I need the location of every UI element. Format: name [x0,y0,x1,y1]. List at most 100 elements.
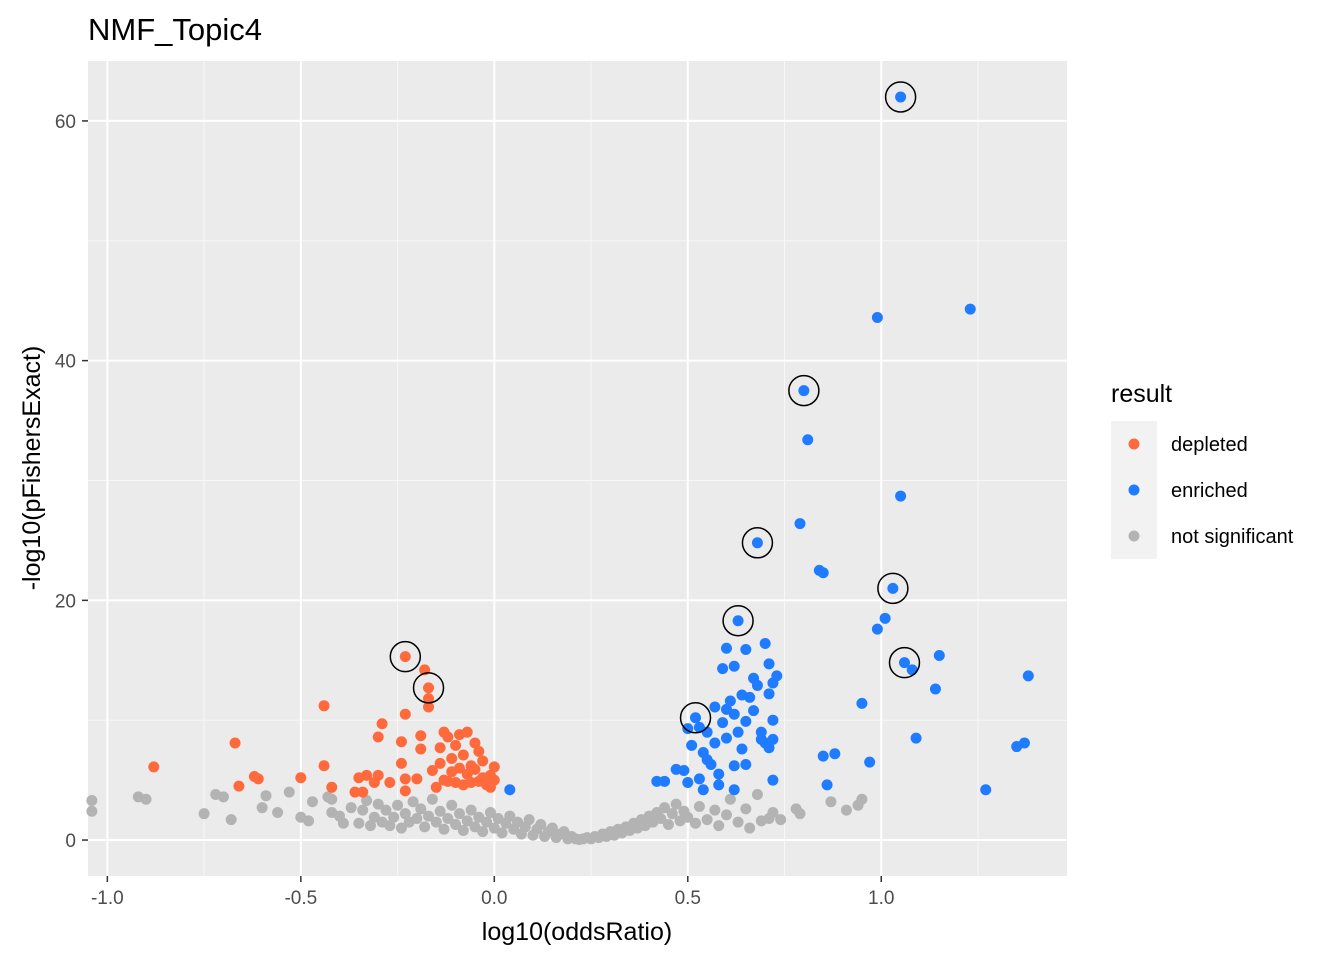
data-point [709,737,721,749]
data-points [86,91,1034,845]
data-point [856,793,868,805]
data-point [399,808,411,820]
data-point [353,817,365,829]
data-point [659,802,671,814]
data-point [775,814,787,826]
minor-gridlines [88,61,1067,876]
data-point [659,775,671,787]
data-point [798,385,810,397]
data-point [701,814,713,826]
highlight-circle [722,604,754,637]
data-point [856,697,868,709]
data-point [767,733,779,745]
data-point [748,705,760,717]
data-point [337,817,349,829]
data-point [1022,670,1034,682]
data-point [794,518,806,530]
data-point [713,820,725,832]
data-point [690,817,702,829]
data-point [140,793,152,805]
data-point [662,818,674,830]
data-point [709,804,721,816]
data-point [705,759,717,771]
data-point [217,791,229,803]
data-point [933,649,945,661]
data-point [732,726,744,738]
x-tick-label: -0.5 [284,888,317,909]
data-point [887,582,899,594]
data-point [395,757,407,769]
legend-item: depleted [1111,421,1248,467]
data-point [980,784,992,796]
data-point [434,742,446,754]
data-point [697,784,709,796]
data-point [395,736,407,748]
data-point [655,812,667,824]
data-point [423,693,435,705]
highlight-circle [877,572,909,605]
data-point [720,642,732,654]
y-tick-label: 0 [65,831,76,852]
data-point [690,712,702,724]
data-point [751,789,763,800]
data-point [744,822,756,834]
data-point [399,651,411,663]
data-point [349,786,361,798]
data-point [864,756,876,768]
data-point [461,815,473,827]
data-point [318,700,330,712]
data-point [484,806,496,818]
data-point [457,824,469,836]
data-point [446,799,458,811]
data-point [399,708,411,720]
data-point [724,695,736,707]
data-point [364,820,376,832]
data-point [751,679,763,691]
highlight-circles [389,81,921,734]
series-depleted [148,651,500,798]
data-point [728,760,740,772]
data-point [148,761,160,773]
data-point [469,763,481,775]
data-point [380,804,392,816]
data-point [740,759,752,771]
x-tick-label: 0.0 [481,888,507,909]
data-point [446,753,458,765]
data-point [450,818,462,830]
data-point [256,802,268,814]
data-point [736,743,748,755]
series-not-significant [86,786,868,845]
data-point [504,810,516,822]
data-point [372,769,384,781]
data-point [411,812,423,824]
data-point [964,303,976,315]
data-point [910,732,922,744]
data-point [879,612,891,624]
data-point [372,731,384,743]
data-point [763,742,775,754]
plot-panel [88,61,1067,876]
highlight-circle [888,646,921,679]
data-point [817,750,829,762]
data-point [535,818,547,830]
data-point [415,743,427,755]
data-point [283,786,295,798]
data-point [740,643,752,655]
data-point [767,806,779,818]
legend-item: enriched [1111,467,1248,513]
x-tick-label: 0.5 [675,888,701,909]
legend-item: not significant [1111,513,1294,559]
data-point [717,663,729,675]
data-point [395,822,407,834]
data-point [840,804,852,816]
data-point [717,717,729,729]
data-point [399,773,411,785]
data-point [720,732,732,744]
data-point [720,809,732,821]
data-point [496,827,508,839]
data-point [423,682,435,694]
data-point [802,434,814,446]
data-point [361,794,373,806]
data-point [693,773,705,785]
